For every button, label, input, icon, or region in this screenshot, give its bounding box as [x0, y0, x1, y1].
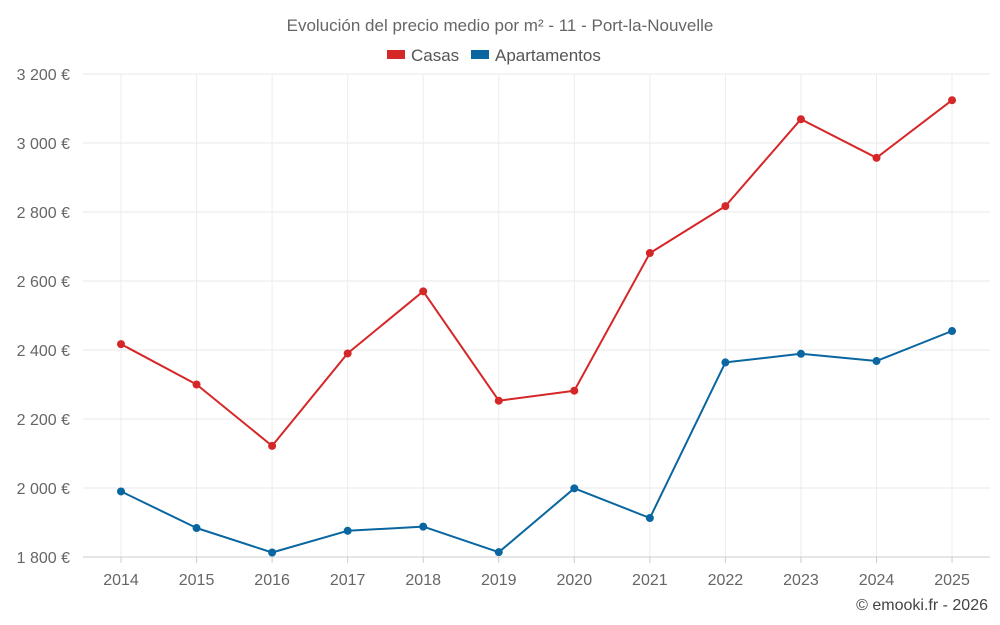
chart-title: Evolución del precio medio por m² - 11 -… [287, 16, 714, 35]
data-point-casas[interactable] [948, 96, 957, 105]
data-point-casas[interactable] [117, 340, 125, 349]
data-point-apartamentos[interactable] [570, 484, 579, 493]
legend-swatch-casas [387, 50, 405, 59]
credit-text: © emooki.fr - 2026 [856, 597, 988, 614]
data-point-apartamentos[interactable] [343, 526, 352, 535]
data-point-apartamentos[interactable] [645, 514, 654, 523]
y-tick-label: 2 600 € [17, 274, 70, 291]
x-tick-label: 2021 [632, 572, 668, 589]
y-tick-label: 3 000 € [17, 136, 70, 153]
x-tick-label: 2022 [708, 572, 744, 589]
x-tick-label: 2023 [783, 572, 819, 589]
legend-item-apartamentos[interactable]: Apartamentos [471, 46, 601, 65]
data-point-apartamentos[interactable] [117, 487, 125, 496]
data-point-casas[interactable] [192, 380, 201, 389]
data-point-casas[interactable] [343, 349, 352, 358]
data-point-apartamentos[interactable] [192, 524, 201, 533]
data-point-casas[interactable] [268, 441, 277, 450]
x-tick-label: 2014 [103, 572, 139, 589]
x-tick-label: 2018 [405, 572, 441, 589]
data-point-casas[interactable] [872, 153, 881, 162]
data-point-apartamentos[interactable] [872, 357, 881, 366]
data-point-casas[interactable] [419, 287, 428, 296]
legend: Casas Apartamentos [387, 46, 601, 65]
x-tick-label: 2019 [481, 572, 517, 589]
legend-label-casas: Casas [411, 46, 459, 65]
data-point-apartamentos[interactable] [796, 349, 805, 358]
series-lines [117, 96, 957, 557]
y-tick-label: 1 800 € [17, 550, 70, 567]
data-point-casas[interactable] [570, 386, 579, 395]
legend-label-apartamentos: Apartamentos [495, 46, 601, 65]
x-tick-label: 2025 [934, 572, 970, 589]
legend-swatch-apartamentos [471, 50, 489, 59]
data-point-apartamentos[interactable] [494, 548, 503, 557]
x-tick-label: 2017 [330, 572, 366, 589]
y-tick-label: 2 000 € [17, 481, 70, 498]
grid-lines [83, 73, 990, 558]
series-line-apartamentos [120, 330, 953, 554]
x-tick-label: 2015 [179, 572, 215, 589]
y-axis: 1 800 € 2 000 € 2 200 € 2 400 € 2 600 € 2 800… [17, 67, 70, 567]
y-tick-label: 2 400 € [17, 343, 70, 360]
x-tick-label: 2020 [557, 572, 593, 589]
data-point-casas[interactable] [721, 202, 730, 211]
x-axis: 2014 2015 2016 2017 2018 2019 2020 2021 2022 2023… [83, 556, 990, 589]
x-tick-label: 2024 [859, 572, 895, 589]
y-tick-label: 3 200 € [17, 67, 70, 84]
data-point-casas[interactable] [796, 115, 805, 124]
legend-item-casas[interactable]: Casas [387, 46, 459, 65]
series-line-casas [120, 99, 953, 447]
data-point-apartamentos[interactable] [268, 548, 277, 557]
y-tick-label: 2 200 € [17, 412, 70, 429]
data-point-casas[interactable] [645, 249, 654, 258]
y-tick-label: 2 800 € [17, 205, 70, 222]
data-point-casas[interactable] [494, 396, 503, 405]
data-point-apartamentos[interactable] [948, 327, 957, 336]
x-tick-label: 2016 [254, 572, 290, 589]
data-point-apartamentos[interactable] [721, 358, 730, 367]
data-point-apartamentos[interactable] [419, 522, 428, 531]
